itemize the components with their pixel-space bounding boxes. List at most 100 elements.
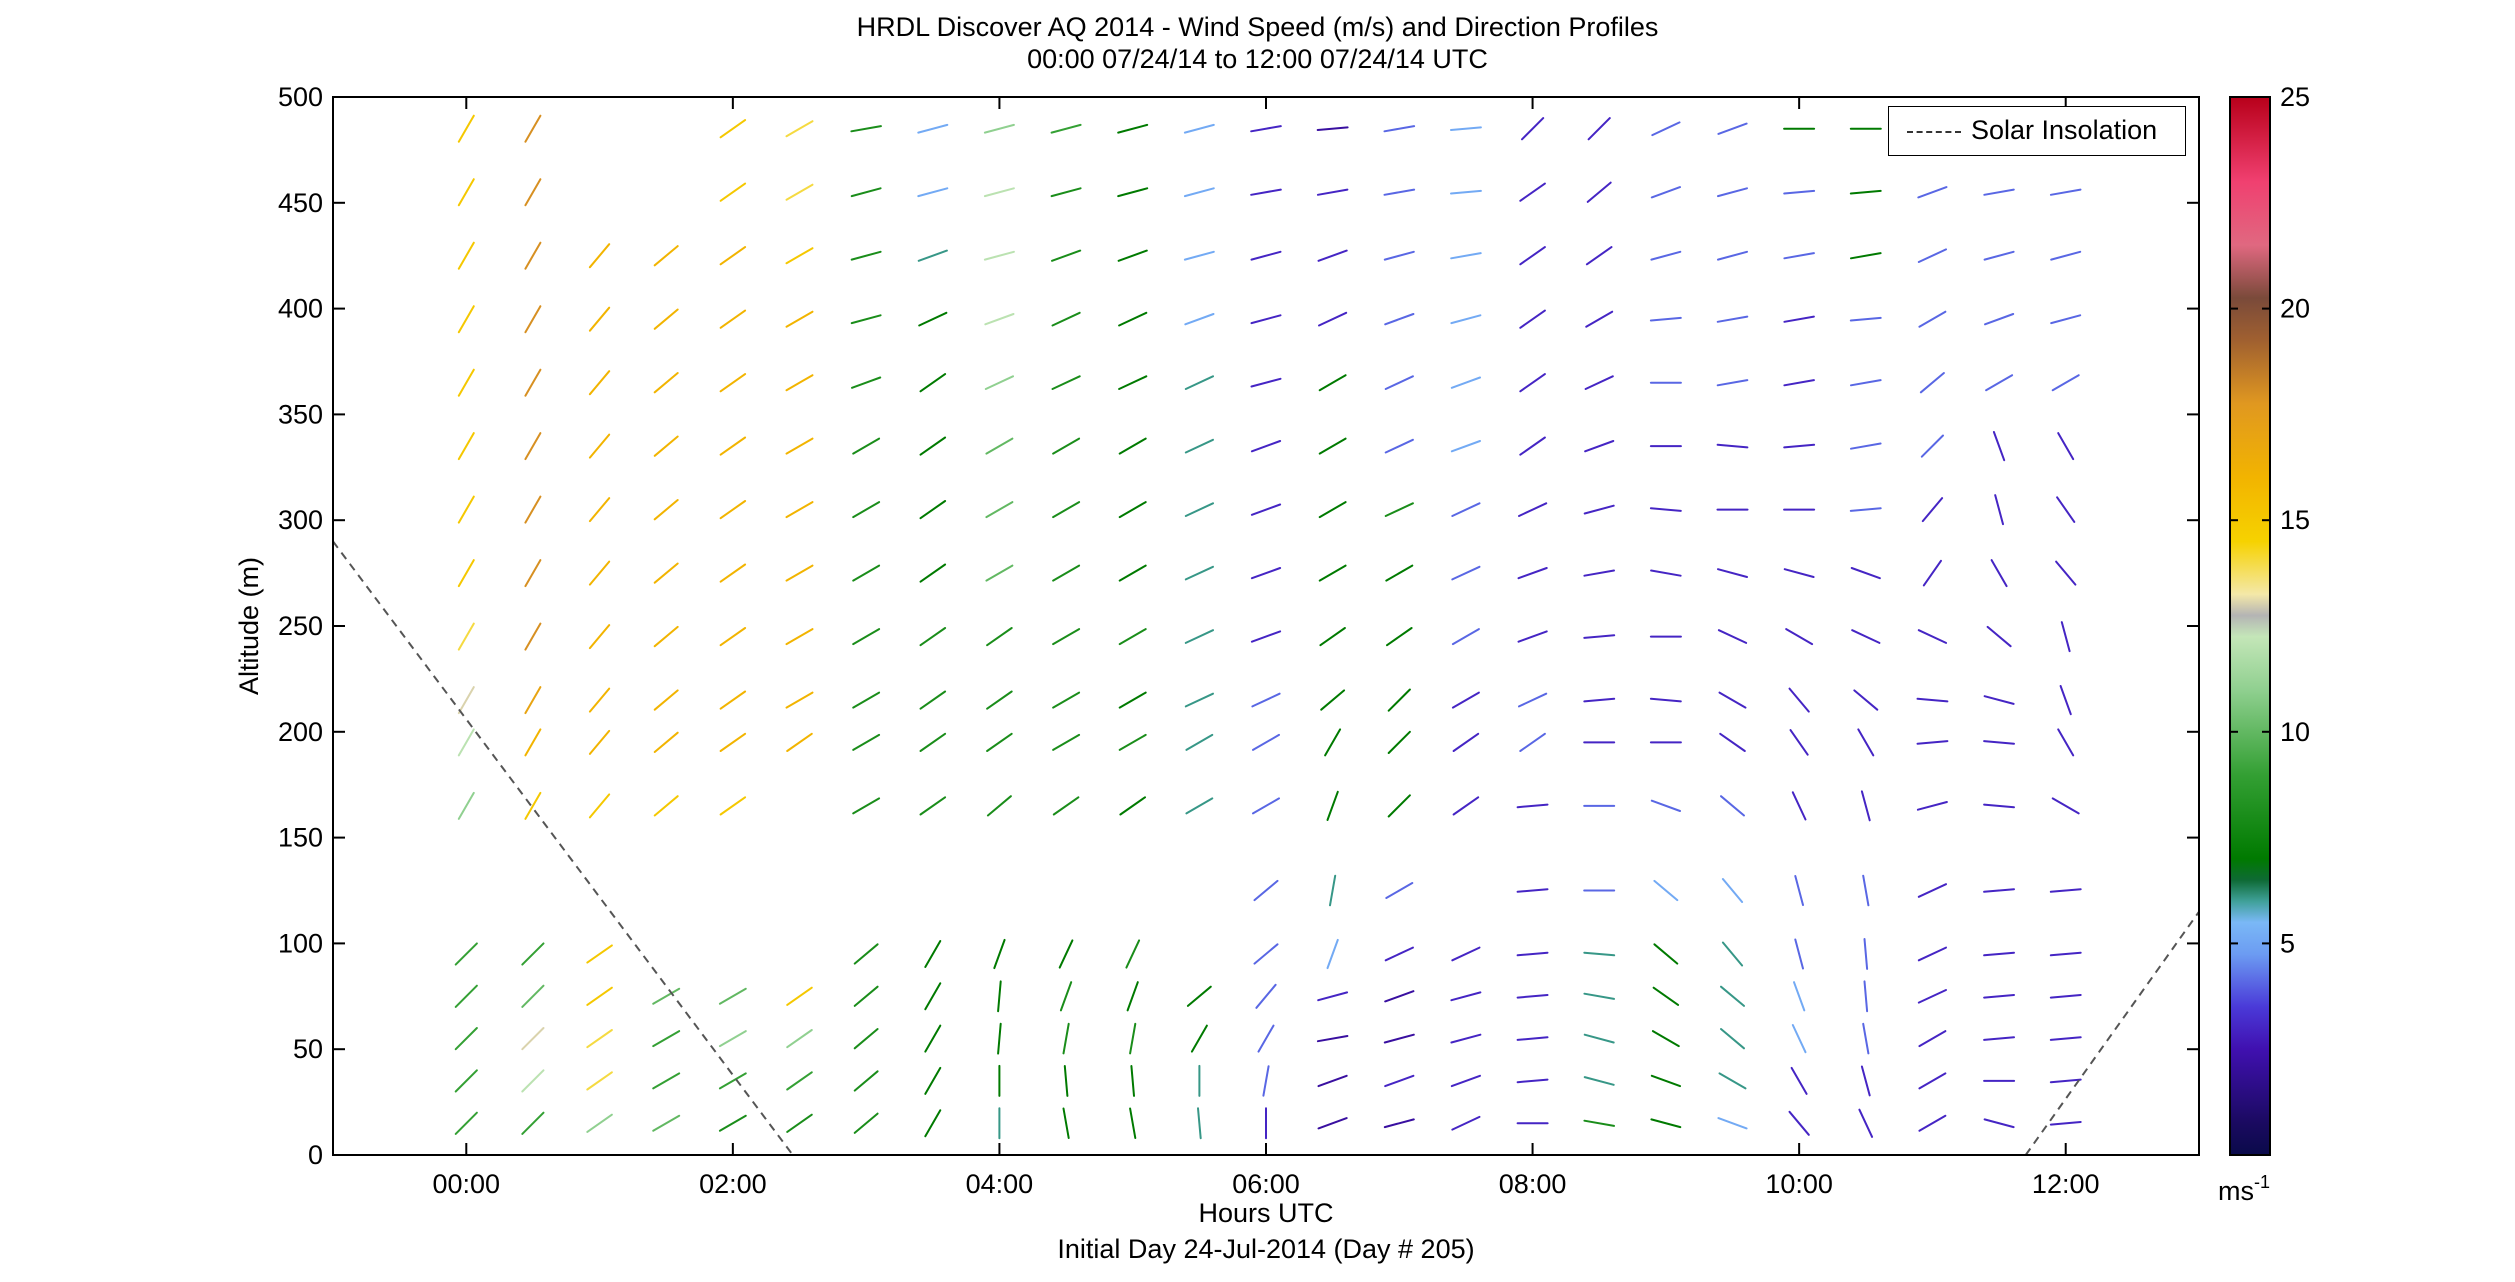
wind-vector [1717, 629, 1748, 644]
wind-vector [1583, 1033, 1615, 1044]
wind-vector [985, 501, 1014, 519]
wind-vector [853, 1028, 879, 1050]
wind-vector [1450, 252, 1482, 260]
wind-vector [1118, 437, 1147, 455]
wind-vector [852, 733, 881, 751]
wind-vector [457, 432, 475, 461]
wind-vector [919, 796, 947, 816]
wind-vector [1317, 249, 1348, 262]
wind-vector [2049, 994, 2082, 999]
wind-vector [1252, 733, 1280, 751]
wind-vector [852, 564, 881, 582]
wind-vector [718, 987, 747, 1005]
wind-vector [1319, 627, 1346, 647]
wind-vector [1052, 796, 1080, 816]
x-tick-label: 12:00 [2032, 1169, 2100, 1199]
wind-vector [853, 1070, 879, 1092]
wind-vector [1450, 440, 1481, 453]
y-axis-ticks: 0 50 100 150 200 250 300 350 400 450 500 [278, 82, 2199, 1170]
wind-vector [1387, 688, 1411, 712]
wind-vector [1917, 629, 1947, 644]
wind-vector [785, 437, 814, 455]
wind-vector [997, 1022, 1002, 1055]
wind-vector [851, 376, 882, 389]
wind-vector [653, 795, 679, 817]
wind-vector [1117, 187, 1149, 198]
wind-vector [1117, 123, 1149, 134]
wind-vector [1793, 981, 1806, 1012]
wind-vector [986, 732, 1013, 752]
wind-vector [1450, 189, 1482, 195]
wind-vector [919, 627, 947, 647]
wind-vector [1184, 565, 1214, 581]
wind-vector [986, 627, 1013, 647]
wind-vector [1452, 732, 1480, 752]
wind-vector [1794, 875, 1804, 906]
wind-vector [1384, 946, 1414, 962]
wind-vector [1250, 250, 1282, 261]
wind-vector [719, 436, 747, 456]
wind-vector [1118, 375, 1148, 390]
wind-vector [1318, 437, 1347, 455]
wind-vector [1653, 943, 1679, 965]
wind-vector [1118, 564, 1147, 582]
wind-vector [1318, 564, 1347, 582]
wind-vector [1383, 188, 1416, 196]
wind-vector [1119, 796, 1146, 816]
wind-vector [1519, 309, 1546, 329]
wind-vector [524, 559, 542, 588]
wind-vector [524, 178, 542, 207]
wind-vector [457, 495, 475, 524]
wind-vector [1716, 443, 1749, 449]
wind-vector [1250, 188, 1282, 196]
wind-vector [1583, 951, 1616, 957]
wind-vector [1450, 1074, 1481, 1088]
wind-vector [457, 241, 475, 270]
wind-vector [1185, 797, 1214, 815]
wind-vector [1583, 569, 1615, 577]
chart-title: HRDL Discover AQ 2014 - Wind Speed (m/s)… [856, 12, 1659, 42]
wind-vector [457, 791, 475, 820]
wind-vector [1788, 1110, 1810, 1136]
wind-vector [524, 728, 542, 757]
wind-vector [853, 1112, 879, 1134]
wind-vector [1720, 985, 1745, 1007]
wind-vector [457, 368, 475, 397]
wind-vector [1583, 1076, 1615, 1086]
wind-vector [1653, 879, 1679, 902]
wind-vector [1917, 186, 1948, 199]
wind-vector [1250, 503, 1282, 516]
wind-vector [1862, 874, 1870, 907]
wind-vector [785, 628, 814, 646]
wind-vector [1649, 507, 1682, 512]
x-tick-label: 08:00 [1499, 1169, 1567, 1199]
wind-vector [1183, 123, 1215, 134]
colorbar [2229, 96, 2271, 1156]
wind-vector [588, 560, 611, 586]
wind-vector [524, 305, 542, 334]
wind-vector [1917, 946, 1947, 962]
wind-vector [997, 980, 1002, 1013]
wind-vector [785, 501, 814, 519]
wind-vector [1262, 1065, 1270, 1097]
wind-vector [1387, 794, 1411, 818]
wind-vector [1051, 311, 1081, 327]
wind-vector [524, 114, 542, 143]
wind-vector [586, 986, 613, 1006]
wind-vector [2049, 951, 2082, 957]
y-tick-label: 450 [278, 188, 323, 218]
wind-vector [1651, 121, 1681, 137]
wind-vector [521, 1069, 545, 1093]
wind-vector [1516, 951, 1549, 957]
wind-vector [1585, 246, 1613, 266]
wind-vector [1519, 732, 1546, 752]
wind-vector [1050, 187, 1082, 198]
wind-vector [653, 625, 679, 648]
wind-vector [917, 123, 949, 134]
wind-vector [652, 1114, 681, 1132]
wind-vector [1519, 373, 1546, 393]
wind-vector [524, 241, 542, 270]
wind-vector [1983, 188, 2015, 196]
wind-vector [1718, 691, 1747, 709]
y-tick-label: 350 [278, 399, 323, 429]
